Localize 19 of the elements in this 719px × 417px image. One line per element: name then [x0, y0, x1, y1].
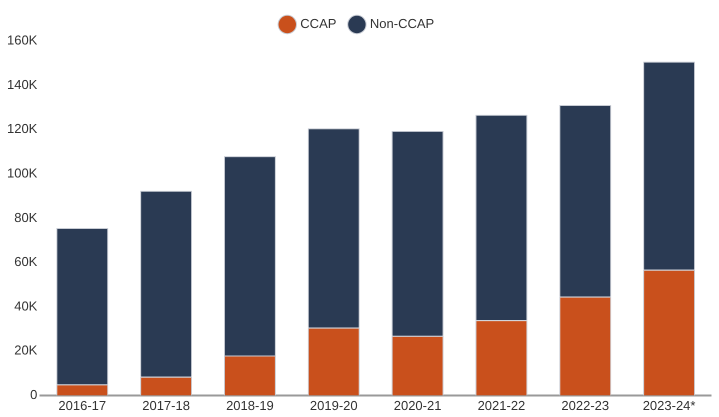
x-tick-label: 2019-20 — [310, 398, 358, 413]
y-tick-label: 160K — [6, 32, 38, 48]
legend-label: CCAP — [300, 16, 336, 32]
y-tick-label: 0 — [30, 386, 38, 402]
y-tick-label: 20K — [14, 342, 38, 358]
y-tick-label: 100K — [6, 165, 38, 180]
y-tick-label: 80K — [14, 210, 38, 225]
y-tick-label: 60K — [14, 254, 38, 270]
legend-label: Non-CCAP — [370, 16, 434, 32]
x-tick-label: 2022-23 — [561, 398, 610, 413]
x-tick-label: 2018-19 — [226, 398, 274, 413]
y-tick-label: 120K — [6, 121, 38, 136]
y-tick-label: 40K — [14, 298, 38, 314]
y-tick-label: 140K — [6, 76, 38, 92]
x-tick-label: 2020-21 — [394, 398, 442, 413]
x-tick-label: 2023-24* — [642, 398, 696, 413]
x-tick-label: 2021-22 — [478, 398, 526, 413]
x-tick-label: 2016-17 — [58, 398, 106, 413]
x-tick-label: 2017-18 — [142, 398, 190, 413]
